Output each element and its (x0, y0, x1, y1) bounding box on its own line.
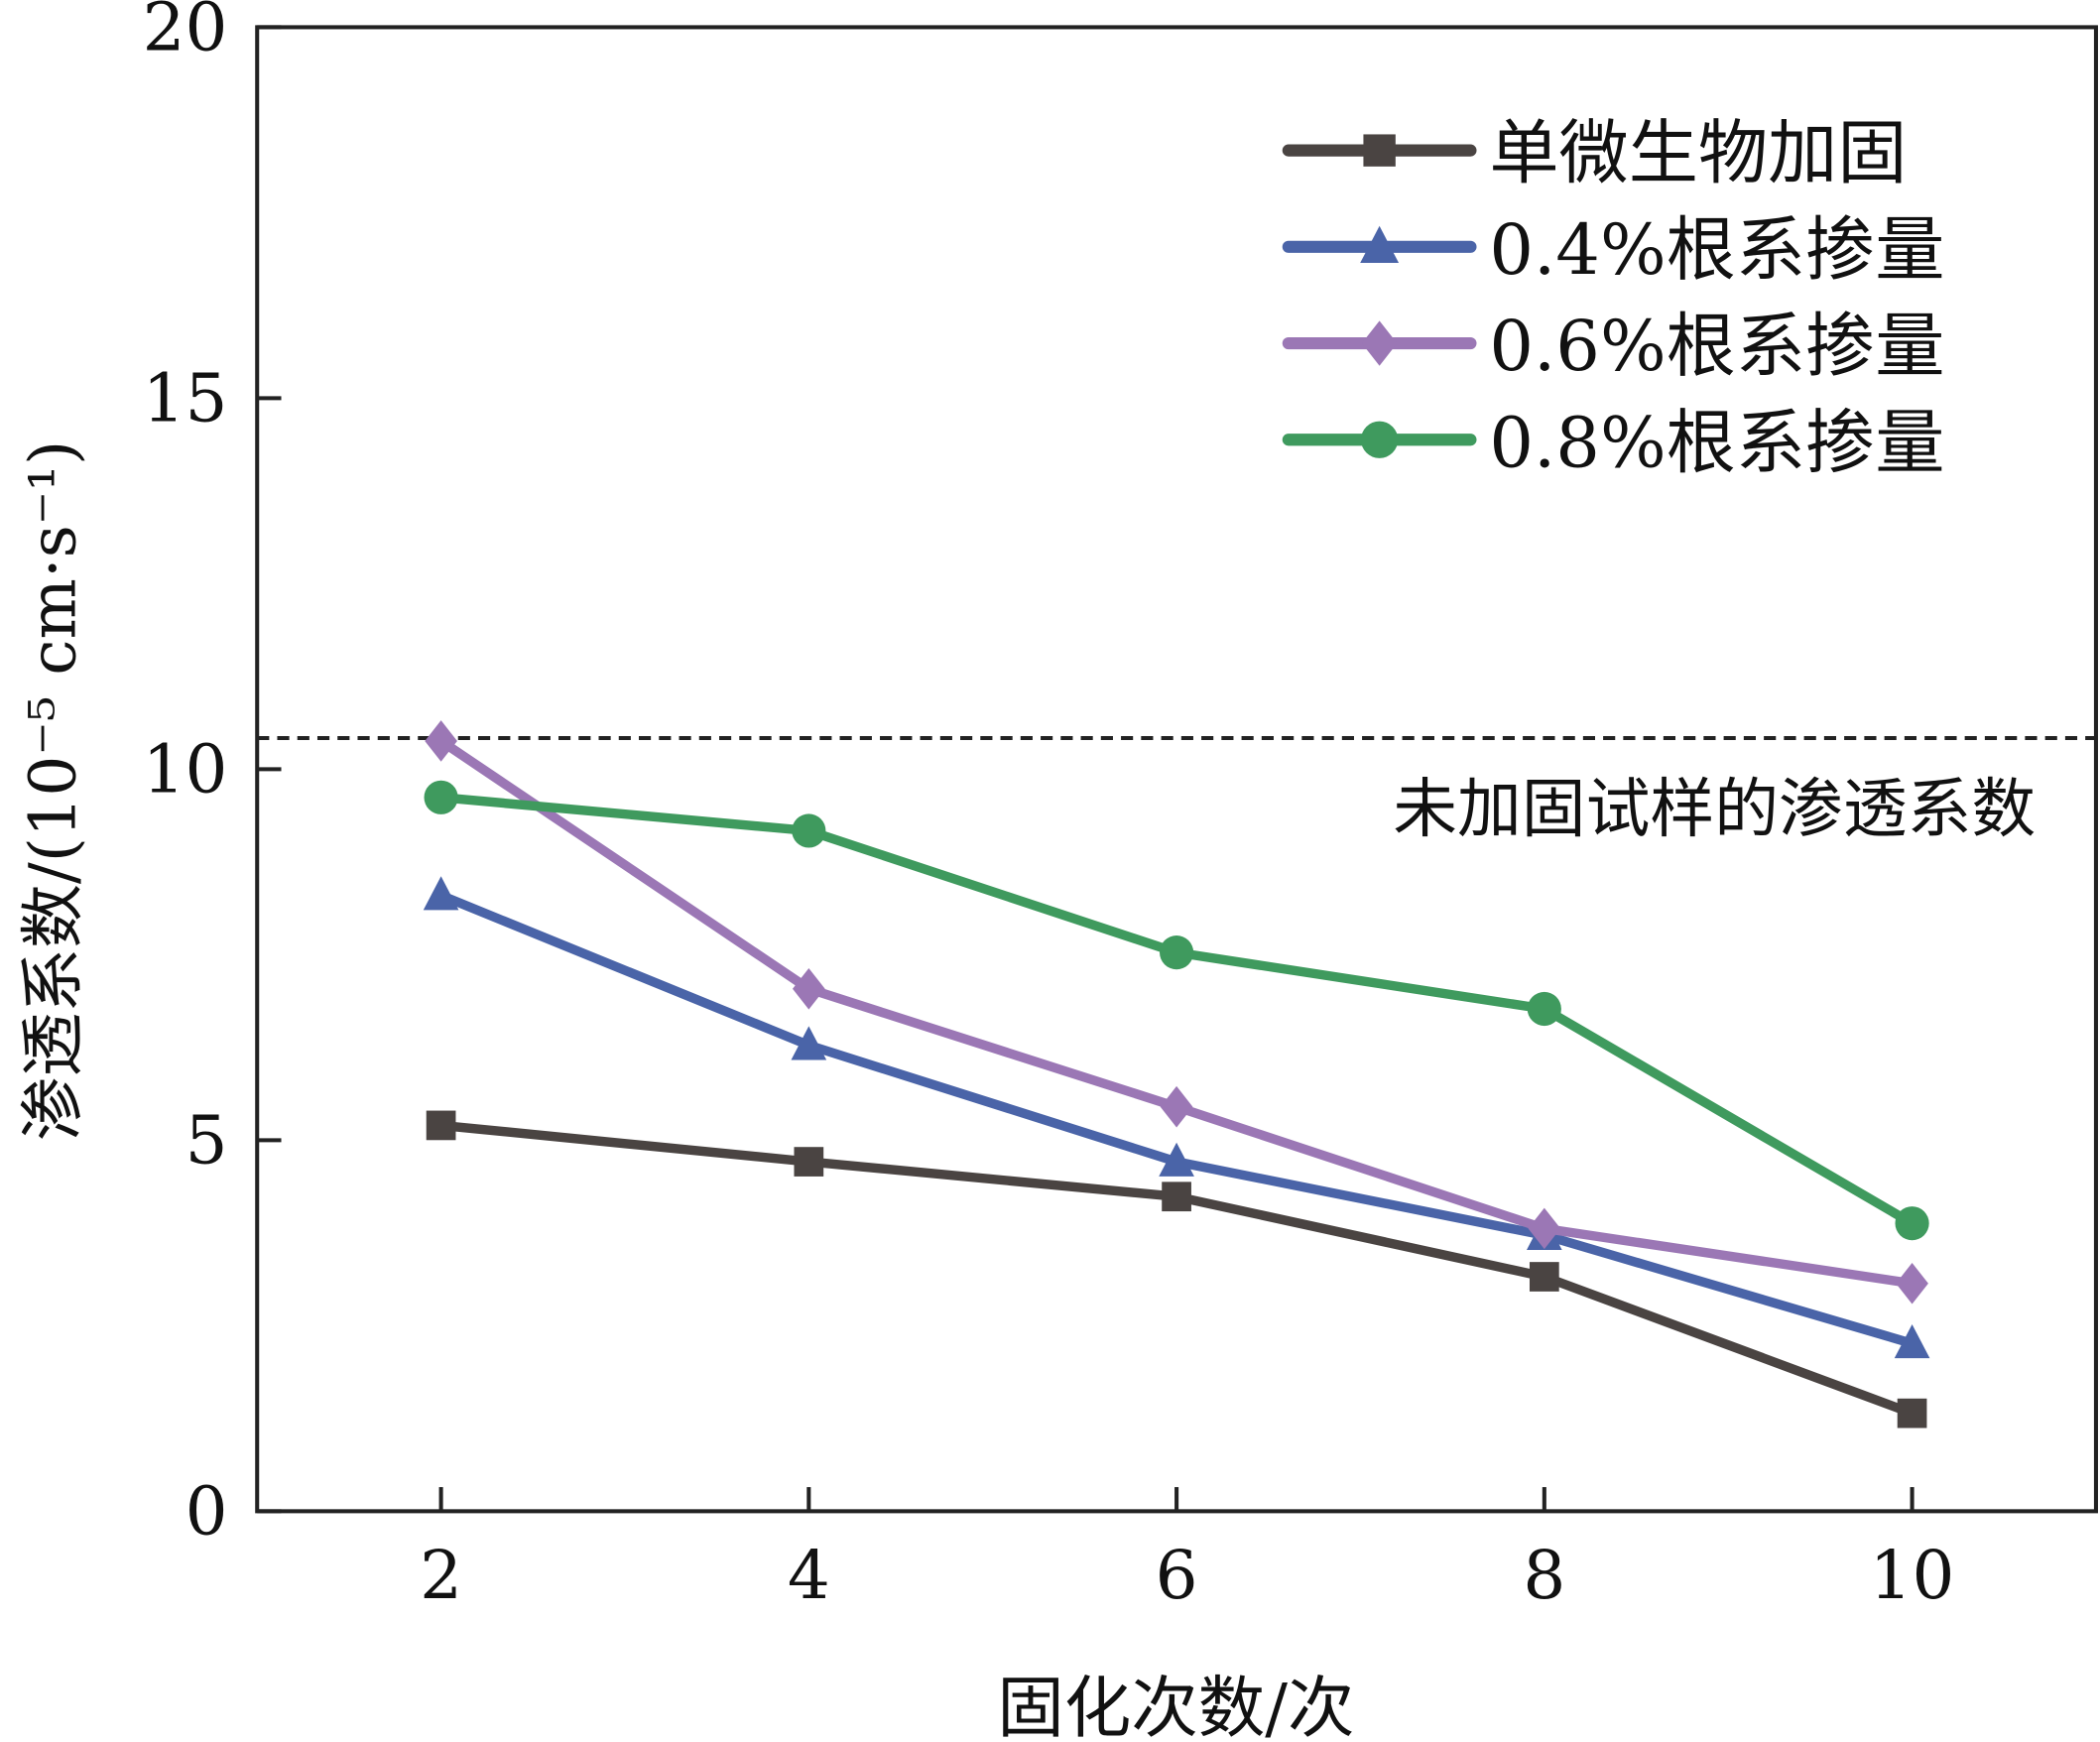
marker-square (1529, 1262, 1559, 1292)
y-tick-label: 20 (143, 0, 228, 65)
marker-triangle (1360, 225, 1400, 264)
reference-line-label: 未加固试样的渗透系数 (1393, 772, 2036, 846)
y-tick-label: 15 (143, 358, 228, 436)
marker-square (1363, 134, 1396, 167)
marker-diamond (793, 967, 825, 1010)
marker-circle (792, 813, 826, 848)
legend-item: 单微生物加固 (1282, 113, 1907, 194)
marker-circle (1527, 991, 1561, 1027)
marker-circle (1895, 1206, 1929, 1241)
y-tick-label: 0 (185, 1471, 228, 1550)
marker-diamond (1160, 1085, 1193, 1128)
legend-label: 0.4%根系掺量 (1489, 209, 1944, 291)
x-tick-label: 6 (1156, 1536, 1198, 1614)
marker-diamond (1896, 1262, 1928, 1305)
legend-label: 0.6%根系掺量 (1489, 306, 1944, 387)
y-axis-label: 渗透系数/(10⁻⁵ cm·s⁻¹) (17, 440, 91, 1142)
legend-label: 单微生物加固 (1489, 113, 1907, 194)
x-tick-label: 8 (1523, 1536, 1565, 1614)
x-axis-label: 固化次数/次 (997, 1669, 1354, 1742)
marker-square (794, 1147, 824, 1177)
marker-triangle (1894, 1324, 1930, 1359)
marker-triangle (1159, 1142, 1194, 1177)
legend-label: 0.8%根系掺量 (1489, 402, 1944, 483)
marker-diamond (1361, 320, 1398, 366)
marker-triangle (791, 1026, 827, 1060)
y-tick-label: 5 (185, 1100, 228, 1179)
legend-item: 0.4%根系掺量 (1282, 209, 1944, 291)
series-2 (425, 720, 1928, 1305)
marker-square (1162, 1182, 1191, 1212)
marker-circle (1360, 421, 1399, 458)
marker-square (1897, 1398, 1927, 1429)
legend-item: 0.6%根系掺量 (1282, 306, 1944, 387)
marker-diamond (425, 720, 457, 762)
series-0 (426, 1110, 1927, 1429)
series-3 (424, 780, 1929, 1241)
x-tick-label: 10 (1870, 1536, 1955, 1614)
x-tick-label: 4 (788, 1536, 830, 1614)
legend-item: 0.8%根系掺量 (1282, 402, 1944, 483)
x-tick-label: 2 (420, 1536, 462, 1614)
marker-diamond (1528, 1207, 1561, 1250)
y-tick-label: 10 (143, 729, 228, 808)
marker-square (426, 1110, 456, 1141)
marker-circle (424, 780, 458, 814)
marker-circle (1160, 935, 1194, 970)
marker-triangle (423, 876, 459, 911)
